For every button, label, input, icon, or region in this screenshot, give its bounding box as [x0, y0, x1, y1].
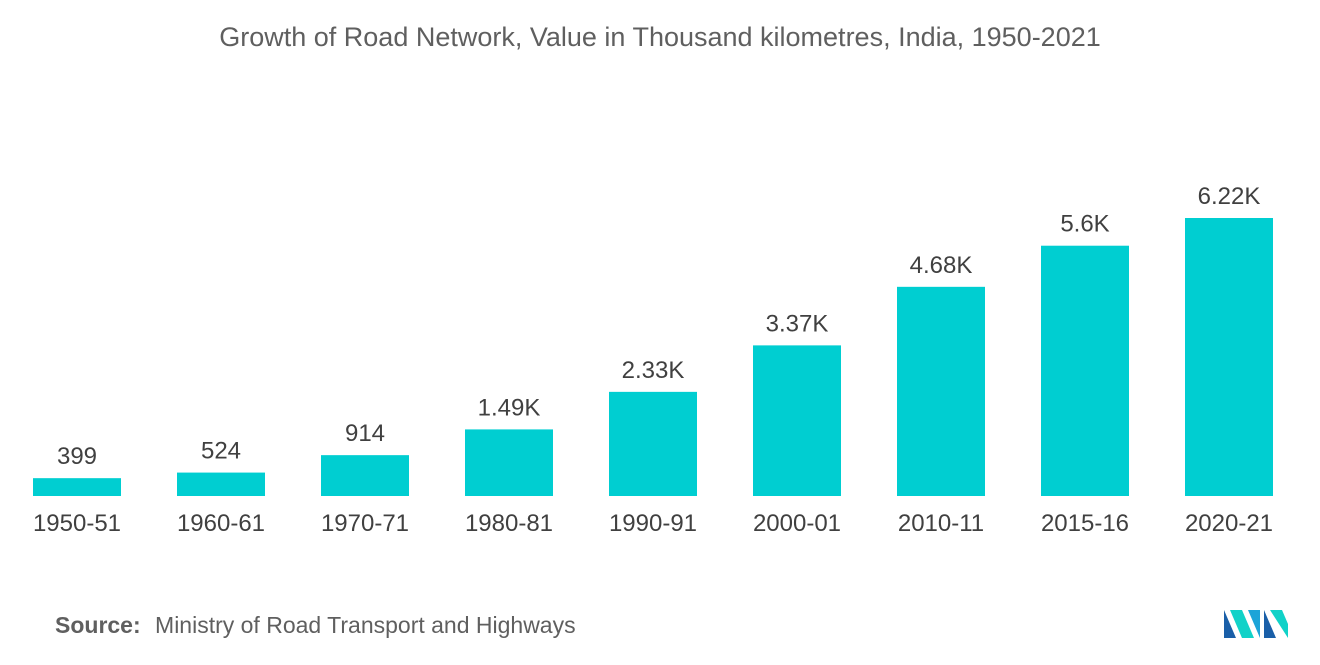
- x-tick-2000-01: 2000-01: [753, 510, 841, 537]
- data-label-2020-21: 6.22K: [1198, 183, 1261, 210]
- mordor-intelligence-logo-icon: [1224, 610, 1288, 638]
- x-axis-tick-labels: 1950-51 1960-61 1970-71 1980-81 1990-91 2000-…: [33, 510, 1273, 537]
- data-label-1950-51: 399: [57, 443, 97, 470]
- bar-1960-61: [177, 472, 265, 496]
- x-tick-1960-61: 1960-61: [177, 510, 265, 537]
- data-label-2015-16: 5.6K: [1060, 211, 1109, 238]
- bar-1990-91: [609, 391, 697, 496]
- data-label-2000-01: 3.37K: [766, 310, 829, 337]
- data-label-1970-71: 914: [345, 420, 385, 447]
- source-note: Source: Ministry of Road Transport and H…: [55, 612, 576, 639]
- bar-1980-81: [465, 429, 553, 496]
- bar-1950-51: [33, 478, 121, 496]
- bar-2000-01: [753, 345, 841, 496]
- bars-group: [33, 218, 1273, 496]
- data-label-1960-61: 524: [201, 438, 241, 465]
- data-label-1990-91: 2.33K: [622, 357, 685, 384]
- bar-2010-11: [897, 286, 985, 496]
- data-label-1980-81: 1.49K: [478, 394, 541, 421]
- source-text: Ministry of Road Transport and Highways: [155, 612, 576, 638]
- x-tick-1950-51: 1950-51: [33, 510, 121, 537]
- chart-title: Growth of Road Network, Value in Thousan…: [219, 22, 1101, 52]
- x-tick-2010-11: 2010-11: [898, 510, 984, 537]
- source-label: Source:: [55, 612, 141, 638]
- bar-2020-21: [1185, 218, 1273, 496]
- x-tick-1970-71: 1970-71: [321, 510, 409, 537]
- x-tick-2015-16: 2015-16: [1041, 510, 1129, 537]
- bar-chart: 399 524 914 1.49K 2.33K 3.37K 4.68K 5.6K 6.22K 1…: [33, 183, 1273, 537]
- x-tick-2020-21: 2020-21: [1185, 510, 1273, 537]
- data-label-2010-11: 4.68K: [910, 252, 973, 279]
- x-tick-1990-91: 1990-91: [609, 510, 697, 537]
- x-tick-1980-81: 1980-81: [465, 510, 553, 537]
- bar-1970-71: [321, 455, 409, 496]
- bar-2015-16: [1041, 245, 1129, 496]
- data-labels-group: 399 524 914 1.49K 2.33K 3.37K 4.68K 5.6K 6.22K: [57, 183, 1260, 470]
